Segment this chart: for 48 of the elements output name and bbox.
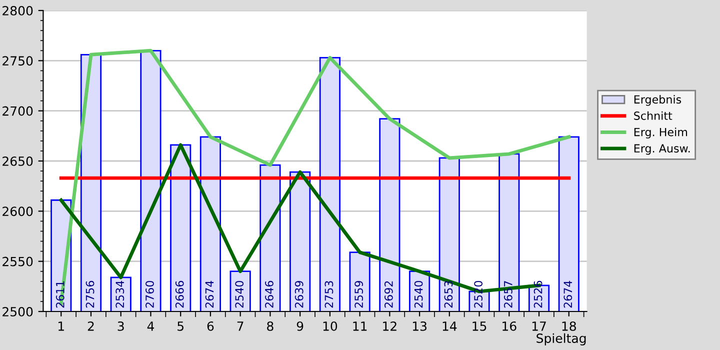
y-tick-label: 2550 <box>2 256 33 266</box>
x-tick-label: 7 <box>237 322 244 331</box>
x-tick-label: 10 <box>323 321 338 331</box>
data-label: 2526 <box>534 280 542 308</box>
data-label: 2753 <box>324 281 334 308</box>
data-label: 2666 <box>175 280 184 308</box>
x-tick-label: 13 <box>412 321 426 331</box>
data-label: 2540 <box>235 280 244 308</box>
legend-label: Erg. Heim <box>634 128 688 138</box>
data-label: 2657 <box>504 281 512 308</box>
data-label: 2692 <box>384 281 393 308</box>
x-axis-title: Spieltag <box>536 333 586 346</box>
data-label: 2674 <box>564 280 572 308</box>
x-tick-label: 18 <box>562 321 576 331</box>
data-label: 2756 <box>86 280 94 308</box>
legend-label: Ergebnis <box>634 95 682 106</box>
x-tick-label: 1 <box>58 322 64 331</box>
legend-label: Schnitt <box>634 111 672 120</box>
x-tick-label: 6 <box>207 321 214 331</box>
x-tick-label: 12 <box>383 321 396 331</box>
x-tick-label: 4 <box>147 322 154 331</box>
data-label: 2639 <box>294 280 304 308</box>
legend-label: Erg. Ausw. <box>634 144 690 155</box>
y-tick-label: 2700 <box>2 106 33 116</box>
data-label: 2540 <box>414 280 423 308</box>
y-tick-label: 2750 <box>2 56 33 66</box>
x-tick-label: 8 <box>267 321 274 331</box>
y-tick-label: 2600 <box>2 206 33 216</box>
y-tick-label: 2650 <box>2 156 33 166</box>
x-tick-label: 17 <box>532 322 546 331</box>
x-tick-label: 16 <box>502 321 516 331</box>
data-label: 2674 <box>205 280 214 308</box>
data-label: 2653 <box>444 281 453 308</box>
x-tick-label: 15 <box>472 322 486 331</box>
data-label: 2520 <box>474 280 482 308</box>
x-tick-label: 14 <box>442 322 457 331</box>
data-label: 2611 <box>56 281 64 308</box>
x-tick-label: 5 <box>178 322 184 331</box>
data-label: 2559 <box>354 280 364 308</box>
data-label: 2534 <box>116 280 124 308</box>
x-tick-label: 9 <box>296 321 304 331</box>
x-tick-label: 2 <box>88 321 94 331</box>
x-tick-label: 3 <box>118 321 124 331</box>
x-tick-label: 11 <box>353 322 367 331</box>
y-tick-label: 2500 <box>2 306 33 316</box>
data-label: 2646 <box>265 280 274 308</box>
data-label: 2760 <box>146 280 154 308</box>
y-tick-label: 2800 <box>2 6 33 16</box>
